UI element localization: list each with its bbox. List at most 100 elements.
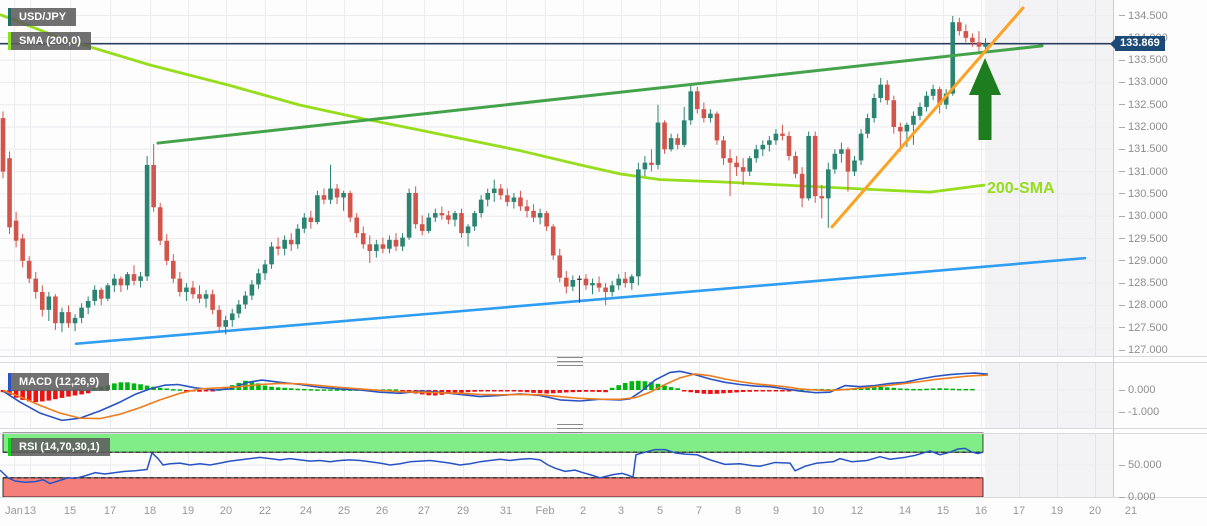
candle-body[interactable] (531, 210, 536, 218)
candle-body[interactable] (0, 118, 6, 172)
candle-body[interactable] (360, 233, 366, 245)
candle-body[interactable] (354, 217, 359, 234)
candle-body[interactable] (550, 226, 556, 256)
candle-body[interactable] (747, 158, 752, 172)
candle-body[interactable] (177, 278, 183, 293)
candle-body[interactable] (138, 276, 143, 281)
candle-body[interactable] (812, 135, 818, 197)
candle-body[interactable] (308, 217, 314, 222)
candle-body[interactable] (33, 278, 39, 293)
candle-body[interactable] (662, 122, 667, 150)
candle-body[interactable] (714, 113, 720, 141)
candle-body[interactable] (537, 213, 543, 218)
candle-body[interactable] (570, 279, 576, 287)
candle-body[interactable] (72, 317, 78, 324)
candle-body[interactable] (210, 294, 215, 310)
candle-body[interactable] (66, 312, 71, 324)
candle-body[interactable] (767, 140, 772, 145)
candle-body[interactable] (105, 285, 111, 299)
candle-body[interactable] (511, 197, 517, 202)
candle-body[interactable] (46, 296, 52, 310)
candle-body[interactable] (40, 292, 45, 310)
candle-body[interactable] (609, 285, 615, 293)
candle-body[interactable] (780, 133, 785, 136)
candle-body[interactable] (708, 113, 713, 119)
candle-body[interactable] (197, 294, 202, 299)
candle-body[interactable] (53, 296, 58, 324)
candle-body[interactable] (590, 283, 595, 286)
rsi-indicator-label[interactable]: RSI (14,70,30,1) (8, 438, 110, 456)
candle-body[interactable] (190, 287, 196, 295)
candle-body[interactable] (839, 149, 844, 154)
candle-body[interactable] (171, 260, 176, 279)
candle-body[interactable] (799, 173, 805, 199)
candle-body[interactable] (236, 304, 242, 314)
candle-body[interactable] (642, 162, 648, 170)
candle-body[interactable] (649, 162, 654, 165)
candle-body[interactable] (223, 320, 228, 327)
candle-body[interactable] (819, 196, 825, 199)
macd-indicator-label[interactable]: MACD (12,26,9) (8, 373, 110, 391)
candle-body[interactable] (616, 278, 621, 286)
candle-body[interactable] (328, 188, 333, 200)
sma-indicator-label[interactable]: SMA (200,0) (8, 32, 91, 50)
candle-body[interactable] (740, 167, 746, 172)
candle-body[interactable] (459, 213, 464, 234)
candle-body[interactable] (216, 309, 222, 327)
candle-body[interactable] (970, 37, 975, 43)
candle-body[interactable] (655, 122, 661, 165)
candle-body[interactable] (695, 91, 700, 110)
candle-body[interactable] (157, 207, 163, 241)
candle-body[interactable] (911, 115, 916, 125)
candle-body[interactable] (118, 278, 124, 286)
candle-body[interactable] (943, 93, 949, 105)
ascending-trendline[interactable] (830, 6, 1025, 229)
candle-body[interactable] (904, 124, 910, 132)
candle-body[interactable] (92, 289, 97, 301)
candle-body[interactable] (321, 195, 327, 200)
candle-body[interactable] (131, 274, 137, 281)
candle-body[interactable] (275, 246, 281, 249)
candle-body[interactable] (629, 276, 635, 284)
candle-body[interactable] (26, 260, 32, 279)
candle-body[interactable] (963, 31, 969, 38)
candle-body[interactable] (668, 138, 674, 150)
candle-body[interactable] (249, 284, 255, 296)
candle-body[interactable] (465, 226, 471, 234)
candle-body[interactable] (256, 273, 261, 285)
candle-body[interactable] (374, 244, 379, 251)
candle-body[interactable] (826, 169, 831, 199)
candle-body[interactable] (112, 278, 117, 286)
candle-body[interactable] (950, 22, 956, 94)
candle-body[interactable] (334, 188, 340, 198)
candle-body[interactable] (295, 228, 301, 245)
candle-body[interactable] (976, 42, 982, 47)
candle-body[interactable] (452, 213, 458, 220)
candle-body[interactable] (564, 277, 569, 287)
candle-body[interactable] (622, 278, 628, 284)
candle-body[interactable] (806, 135, 811, 199)
candle-body[interactable] (898, 127, 903, 132)
candle-body[interactable] (184, 287, 189, 293)
candle-body[interactable] (524, 206, 530, 211)
candle-body[interactable] (878, 84, 883, 99)
candle-body[interactable] (79, 307, 84, 318)
support-trendline[interactable] (74, 256, 1087, 346)
candle-body[interactable] (845, 149, 851, 172)
candle-body[interactable] (164, 240, 170, 261)
candle-body[interactable] (681, 120, 687, 145)
resistance-trendline[interactable] (156, 44, 1044, 145)
candle-body[interactable] (406, 193, 412, 238)
candle-body[interactable] (485, 193, 490, 200)
candle-body[interactable] (518, 197, 523, 207)
candle-body[interactable] (380, 244, 386, 249)
candle-body[interactable] (957, 22, 962, 32)
candle-body[interactable] (419, 224, 425, 231)
candle-body[interactable] (858, 133, 864, 161)
candle-body[interactable] (315, 195, 320, 222)
candle-body[interactable] (924, 95, 929, 107)
candle-body[interactable] (262, 264, 268, 274)
panel-splitter-macd[interactable] (557, 357, 583, 366)
candle-body[interactable] (393, 239, 399, 247)
candle-body[interactable] (688, 91, 694, 121)
